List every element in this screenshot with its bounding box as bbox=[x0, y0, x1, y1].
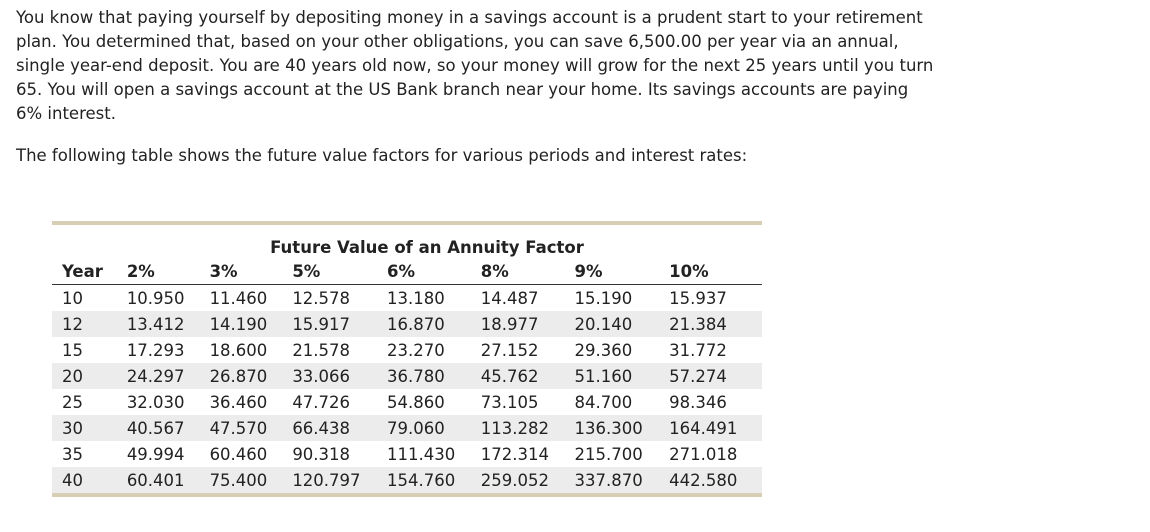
factor-cell: 23.270 bbox=[387, 340, 445, 360]
factor-cell: 36.460 bbox=[209, 392, 268, 412]
year-cell: 10 bbox=[62, 288, 83, 308]
factor-cell: 10.950 bbox=[126, 288, 185, 308]
table-caption: Future Value of an Annuity Factor bbox=[270, 237, 584, 257]
factor-cell: 337.870 bbox=[574, 467, 670, 495]
factor-cell: 26.870 bbox=[209, 363, 293, 389]
factor-cell: 84.700 bbox=[574, 392, 633, 412]
factor-cell: 57.274 bbox=[669, 363, 762, 389]
factor-cell: 21.384 bbox=[669, 311, 762, 337]
header-rate: 8% bbox=[480, 259, 575, 285]
factor-cell: 54.860 bbox=[387, 392, 445, 412]
table-row: 20 24.297 26.870 33.066 36.780 45.762 51.160 57… bbox=[52, 363, 762, 389]
year-cell: 25 bbox=[62, 392, 83, 412]
header-year: Year bbox=[52, 259, 127, 285]
table-intro-text: The following table shows the future val… bbox=[16, 146, 748, 165]
factor-cell: 154.760 bbox=[387, 467, 481, 495]
factor-cell: 136.300 bbox=[574, 415, 670, 441]
factor-cell: 172.314 bbox=[480, 444, 549, 464]
table-row: 15 17.293 18.600 21.578 23.270 27.152 29.360 31… bbox=[52, 337, 762, 363]
factor-cell: 111.430 bbox=[387, 444, 456, 464]
factor-cell: 14.190 bbox=[209, 311, 293, 337]
factor-cell: 40.567 bbox=[126, 415, 210, 441]
table-body: 10 10.950 11.460 12.578 13.180 14.487 15.190 15… bbox=[52, 285, 762, 495]
factor-cell: 47.726 bbox=[292, 392, 351, 412]
factor-cell: 11.460 bbox=[209, 288, 268, 308]
header-rate: 6% bbox=[387, 259, 481, 285]
factor-cell: 20.140 bbox=[574, 311, 670, 337]
factor-cell: 16.870 bbox=[387, 311, 481, 337]
factor-cell: 75.400 bbox=[209, 467, 293, 495]
factor-cell: 442.580 bbox=[669, 467, 762, 495]
header-rate: 10% bbox=[669, 259, 762, 285]
factor-cell: 21.578 bbox=[292, 340, 351, 360]
factor-cell: 98.346 bbox=[669, 392, 727, 412]
factor-cell: 33.066 bbox=[292, 363, 387, 389]
factor-cell: 32.030 bbox=[126, 392, 185, 412]
factor-cell: 47.570 bbox=[209, 415, 293, 441]
year-cell: 35 bbox=[62, 444, 83, 464]
factor-cell: 27.152 bbox=[480, 340, 539, 360]
table-row: 35 49.994 60.460 90.318 111.430 172.314 215.70… bbox=[52, 441, 762, 467]
factor-cell: 17.293 bbox=[126, 340, 185, 360]
factor-cell: 164.491 bbox=[669, 415, 762, 441]
factor-cell: 31.772 bbox=[669, 340, 727, 360]
header-rate: 2% bbox=[126, 259, 210, 285]
year-cell: 15 bbox=[62, 340, 83, 360]
factor-cell: 60.401 bbox=[126, 467, 210, 495]
year-cell: 30 bbox=[52, 415, 127, 441]
factor-cell: 13.180 bbox=[387, 288, 445, 308]
factor-cell: 120.797 bbox=[292, 467, 387, 495]
year-cell: 40 bbox=[52, 467, 127, 495]
year-cell: 12 bbox=[52, 311, 127, 337]
factor-cell: 45.762 bbox=[480, 363, 575, 389]
factor-cell: 12.578 bbox=[292, 288, 351, 308]
table-caption-row: Future Value of an Annuity Factor bbox=[52, 223, 762, 259]
factor-cell: 215.700 bbox=[574, 444, 643, 464]
factor-cell: 79.060 bbox=[387, 415, 481, 441]
factor-cell: 90.318 bbox=[292, 444, 351, 464]
factor-cell: 60.460 bbox=[209, 444, 268, 464]
factor-cell: 24.297 bbox=[126, 363, 210, 389]
problem-paragraph: You know that paying yourself by deposit… bbox=[16, 8, 934, 123]
header-rate: 5% bbox=[292, 259, 387, 285]
table-header-row: Year 2% 3% 5% 6% 8% 9% 10% bbox=[52, 259, 762, 285]
year-cell: 20 bbox=[52, 363, 127, 389]
factor-cell: 29.360 bbox=[574, 340, 633, 360]
header-rate: 3% bbox=[209, 259, 293, 285]
factor-cell: 15.937 bbox=[669, 288, 727, 308]
table-row: 25 32.030 36.460 47.726 54.860 73.105 84.700 98… bbox=[52, 389, 762, 415]
factor-cell: 15.190 bbox=[574, 288, 633, 308]
factor-cell: 18.977 bbox=[480, 311, 575, 337]
header-rate: 9% bbox=[574, 259, 670, 285]
factor-cell: 259.052 bbox=[480, 467, 575, 495]
factor-cell: 113.282 bbox=[480, 415, 575, 441]
factor-cell: 66.438 bbox=[292, 415, 387, 441]
factor-cell: 13.412 bbox=[126, 311, 210, 337]
table-row: 30 40.567 47.570 66.438 79.060 113.282 136.300… bbox=[52, 415, 762, 441]
table-row: 40 60.401 75.400 120.797 154.760 259.052 337.8… bbox=[52, 467, 762, 495]
table-row: 12 13.412 14.190 15.917 16.870 18.977 20.140 21… bbox=[52, 311, 762, 337]
table-row: 10 10.950 11.460 12.578 13.180 14.487 15.190 15… bbox=[52, 285, 762, 312]
factor-cell: 15.917 bbox=[292, 311, 387, 337]
factor-cell: 36.780 bbox=[387, 363, 481, 389]
factor-cell: 271.018 bbox=[669, 444, 738, 464]
factor-cell: 18.600 bbox=[209, 340, 268, 360]
factor-cell: 14.487 bbox=[480, 288, 539, 308]
future-value-table: Future Value of an Annuity Factor Year 2… bbox=[52, 221, 762, 497]
factor-cell: 49.994 bbox=[126, 444, 185, 464]
factor-cell: 73.105 bbox=[480, 392, 539, 412]
factor-cell: 51.160 bbox=[574, 363, 670, 389]
